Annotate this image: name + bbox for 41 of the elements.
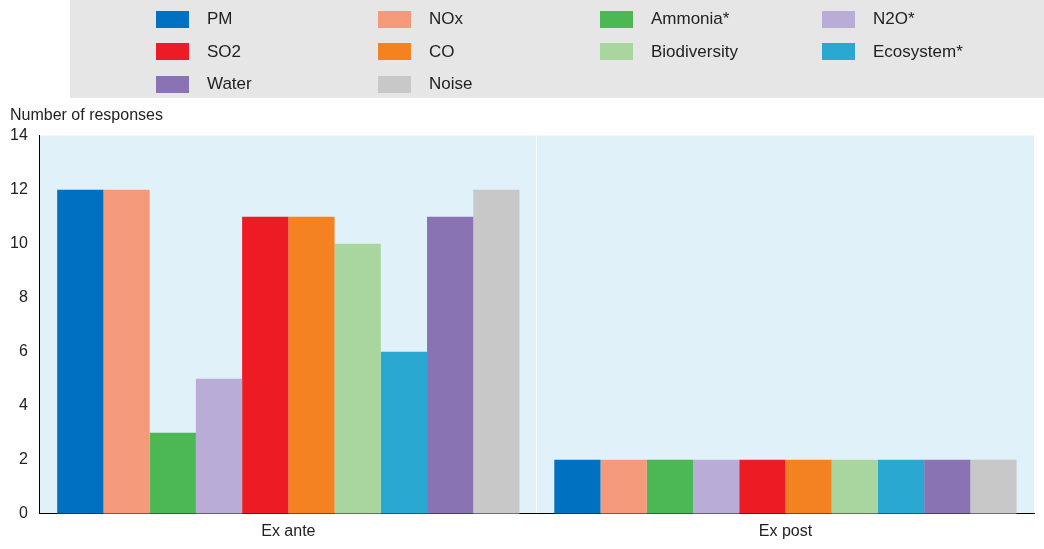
legend-label: NOx xyxy=(429,9,463,29)
bar xyxy=(334,243,381,514)
bar xyxy=(473,189,520,514)
legend-label: N2O* xyxy=(873,9,915,29)
bar xyxy=(103,189,150,514)
x-tick-label: Ex ante xyxy=(261,521,316,539)
legend-label: Noise xyxy=(429,74,473,95)
legend-label: Ammonia* xyxy=(651,9,730,29)
y-axis-title: Number of responses xyxy=(10,106,163,124)
bar xyxy=(646,459,693,514)
y-tick-label: 2 xyxy=(18,450,28,468)
legend-label: CO xyxy=(429,41,455,62)
legend-label: Ecosystem* xyxy=(873,41,963,62)
y-tick-label: 14 xyxy=(10,126,28,144)
bar xyxy=(195,378,243,514)
bar xyxy=(970,459,1017,514)
legend-label: SO2 xyxy=(207,41,242,62)
bar xyxy=(149,432,196,514)
x-tick-label: Ex post xyxy=(758,521,813,539)
bar xyxy=(242,216,289,514)
bar xyxy=(924,459,971,514)
y-tick-label: 6 xyxy=(18,342,28,360)
bar xyxy=(600,459,647,514)
bar xyxy=(57,189,104,514)
y-tick-label: 0 xyxy=(18,504,28,522)
bar xyxy=(739,459,786,514)
bar xyxy=(380,351,428,514)
legend-label: PM xyxy=(207,9,233,29)
legend-label: Biodiversity xyxy=(651,41,738,62)
bar xyxy=(877,459,925,514)
legend-label: Water xyxy=(207,74,252,95)
y-tick-label: 10 xyxy=(10,234,28,252)
bar xyxy=(831,459,878,514)
bar xyxy=(692,459,740,514)
bar xyxy=(288,216,335,514)
bar xyxy=(785,459,832,514)
y-tick-label: 8 xyxy=(18,288,28,306)
y-tick-label: 4 xyxy=(18,396,28,414)
y-tick-label: 12 xyxy=(10,180,28,198)
bar xyxy=(554,459,601,514)
bar xyxy=(427,216,474,514)
